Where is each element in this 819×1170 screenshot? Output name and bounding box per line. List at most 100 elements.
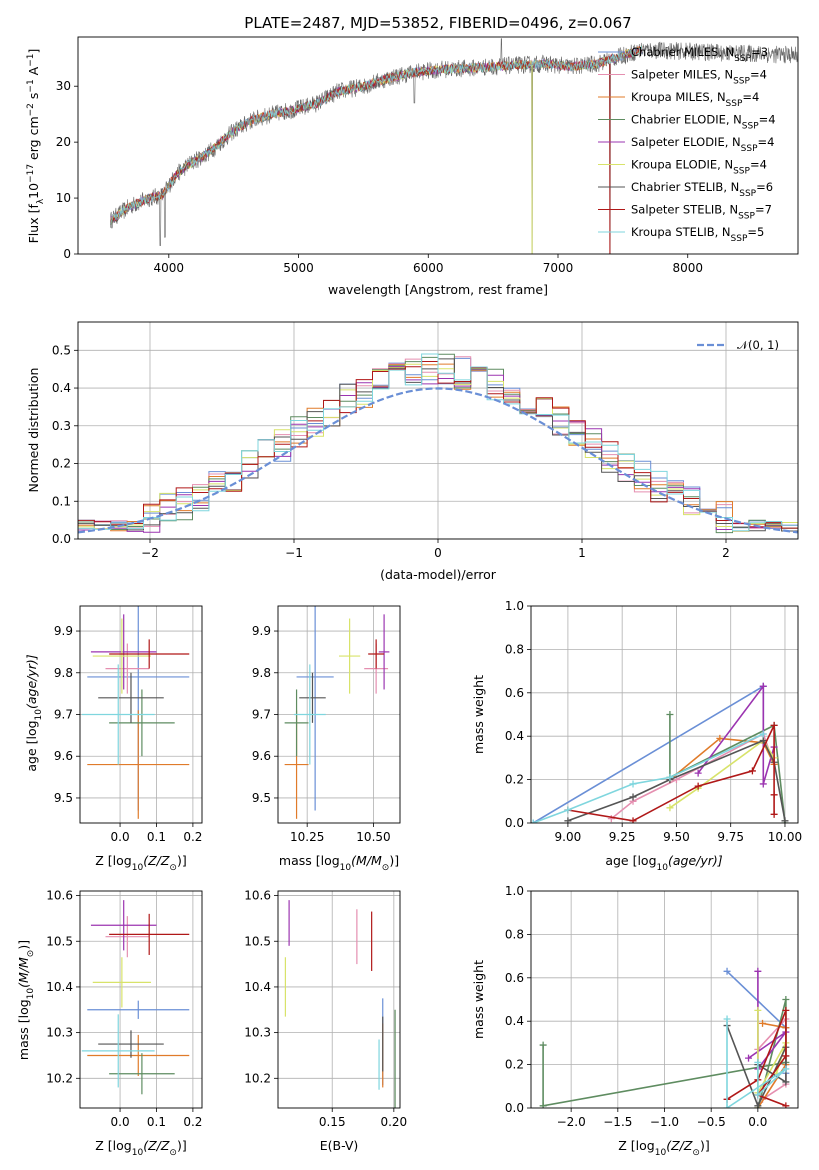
weight-marker xyxy=(770,721,778,729)
weight-marker xyxy=(759,730,767,738)
y-tick-label: 1.0 xyxy=(505,884,524,898)
weight-marker xyxy=(629,817,637,823)
y-axis-label: mass weight xyxy=(471,675,486,754)
weight-marker xyxy=(723,1104,731,1108)
y-tick-label: 0.2 xyxy=(505,773,524,787)
weight-marker xyxy=(716,734,724,742)
legend-label: Chabrier MILES, NSSP=3 xyxy=(631,45,768,64)
plot-area xyxy=(110,38,798,254)
weight-marker xyxy=(754,967,762,975)
legend-label: Salpeter STELIB, NSSP=7 xyxy=(631,203,772,222)
weight-marker xyxy=(782,1078,790,1086)
weight-marker xyxy=(531,819,537,823)
x-tick-label: 8000 xyxy=(672,261,703,275)
y-tick-label: 0.0 xyxy=(505,816,524,830)
y-axis-label: Normed distribution xyxy=(26,368,41,493)
weight-marker xyxy=(539,1041,547,1049)
y-tick-label: 10.6 xyxy=(244,889,271,903)
y-tick-label: 10 xyxy=(56,191,71,205)
weight-marker xyxy=(782,1065,790,1073)
y-tick-label: 0.8 xyxy=(505,927,524,941)
hist-step-kroupa-stelib xyxy=(78,353,798,539)
x-tick-label: 9.25 xyxy=(609,830,636,844)
x-axis-label: Z [log10(Z/Z⊙)] xyxy=(95,853,186,873)
x-axis-label: (data-model)/error xyxy=(380,567,497,582)
y-tick-label: 9.5 xyxy=(252,791,271,805)
y-tick-label: 9.7 xyxy=(252,708,271,722)
x-tick-label: 10.50 xyxy=(356,830,390,844)
x-tick-label: 10.00 xyxy=(768,830,802,844)
x-tick-label: 10.25 xyxy=(290,830,324,844)
x-axis-label: Z [log10(Z/Z⊙)] xyxy=(618,1138,709,1158)
y-tick-label: 0.1 xyxy=(52,494,71,508)
y-tick-label: 10.3 xyxy=(244,1026,271,1040)
axes-frame xyxy=(77,36,799,255)
axes-frame xyxy=(79,605,203,824)
plot-area xyxy=(278,606,400,823)
y-tick-label: 0.4 xyxy=(505,729,524,743)
weight-marker xyxy=(564,817,572,823)
figure-title: PLATE=2487, MJD=53852, FIBERID=0496, z=0… xyxy=(244,14,631,32)
x-tick-label: −1.5 xyxy=(603,1115,632,1129)
legend: Chabrier MILES, NSSP=3 Salpeter MILES, NS… xyxy=(598,45,776,244)
weight-marker xyxy=(754,1006,762,1014)
y-tick-label: 0.5 xyxy=(52,343,71,357)
weight-marker xyxy=(539,1102,547,1108)
x-axis-label: mass [log10(M/M⊙)] xyxy=(279,853,399,873)
y-tick-label: 10.2 xyxy=(244,1071,271,1085)
axes-frame xyxy=(277,605,401,824)
weight-marker xyxy=(759,780,767,788)
weight-marker xyxy=(782,1102,790,1108)
legend-label: Kroupa MILES, NSSP=4 xyxy=(631,90,759,109)
legend-label: Kroupa STELIB, NSSP=5 xyxy=(631,225,764,244)
y-tick-label: 10.2 xyxy=(46,1071,73,1085)
weight-marker xyxy=(782,1006,790,1014)
y-tick-label: 9.8 xyxy=(252,666,271,680)
plot-area xyxy=(278,891,400,1108)
y-tick-label: 0.2 xyxy=(505,1058,524,1072)
model-spectrum-kroupa-stelib xyxy=(110,46,643,225)
y-tick-label: 9.9 xyxy=(54,624,73,638)
legend-label: Kroupa ELODIE, NSSP=4 xyxy=(631,158,767,177)
x-tick-label: 0.20 xyxy=(380,1115,407,1129)
plot-area xyxy=(80,891,202,1108)
y-tick-label: 0.6 xyxy=(505,971,524,985)
weight-marker xyxy=(759,682,767,690)
axes-frame xyxy=(530,605,799,824)
axes-frame xyxy=(79,890,203,1109)
y-tick-label: 0.8 xyxy=(505,642,524,656)
y-tick-label: 0.0 xyxy=(52,532,71,546)
plot-area xyxy=(531,891,798,1108)
y-tick-label: 0.4 xyxy=(505,1014,524,1028)
legend-label: 𝒩(0, 1) xyxy=(737,338,779,352)
x-tick-label: 2 xyxy=(722,546,730,560)
x-tick-label: 0.0 xyxy=(111,1115,130,1129)
x-tick-label: 0.2 xyxy=(183,830,202,844)
y-axis-label: mass [log10(M/M⊙)] xyxy=(16,940,36,1060)
z-weight-axes: −2.0 −1.5 −1.0 −0.5 0.0 0.0 0.2 0.4 0.6 0.8 1.0 mas… xyxy=(471,884,799,1158)
y-tick-label: 0 xyxy=(63,247,71,261)
x-tick-label: −2 xyxy=(141,546,159,560)
x-tick-label: 9.50 xyxy=(663,830,690,844)
weight-marker xyxy=(723,1015,731,1023)
x-tick-label: 0 xyxy=(434,546,442,560)
legend-label: Chabrier STELIB, NSSP=6 xyxy=(631,180,773,199)
weight-marker xyxy=(694,782,702,790)
legend-label: Salpeter ELODIE, NSSP=4 xyxy=(631,135,774,154)
spectrum-axes: 4000 5000 6000 7000 8000 0 10 20 30 Chabrier MILE… xyxy=(26,36,799,297)
z-mass-axes: 0.0 0.1 0.2 10.2 10.3 10.4 10.5 10.6 Z [log10(Z/… xyxy=(16,889,203,1158)
weight-line-kroupa-elodie xyxy=(669,739,775,809)
x-tick-label: 4000 xyxy=(154,261,185,275)
x-tick-label: 7000 xyxy=(543,261,574,275)
weight-marker xyxy=(723,967,731,975)
x-axis-label: age [log10(age/yr)] xyxy=(605,853,722,873)
x-tick-label: 0.0 xyxy=(748,1115,767,1129)
axes-frame xyxy=(77,321,799,540)
y-tick-label: 10.3 xyxy=(46,1026,73,1040)
weight-marker xyxy=(754,1102,762,1108)
weight-marker xyxy=(754,1091,762,1099)
x-tick-label: 0.1 xyxy=(147,1115,166,1129)
weight-marker xyxy=(607,815,615,823)
y-tick-label: 9.7 xyxy=(54,708,73,722)
